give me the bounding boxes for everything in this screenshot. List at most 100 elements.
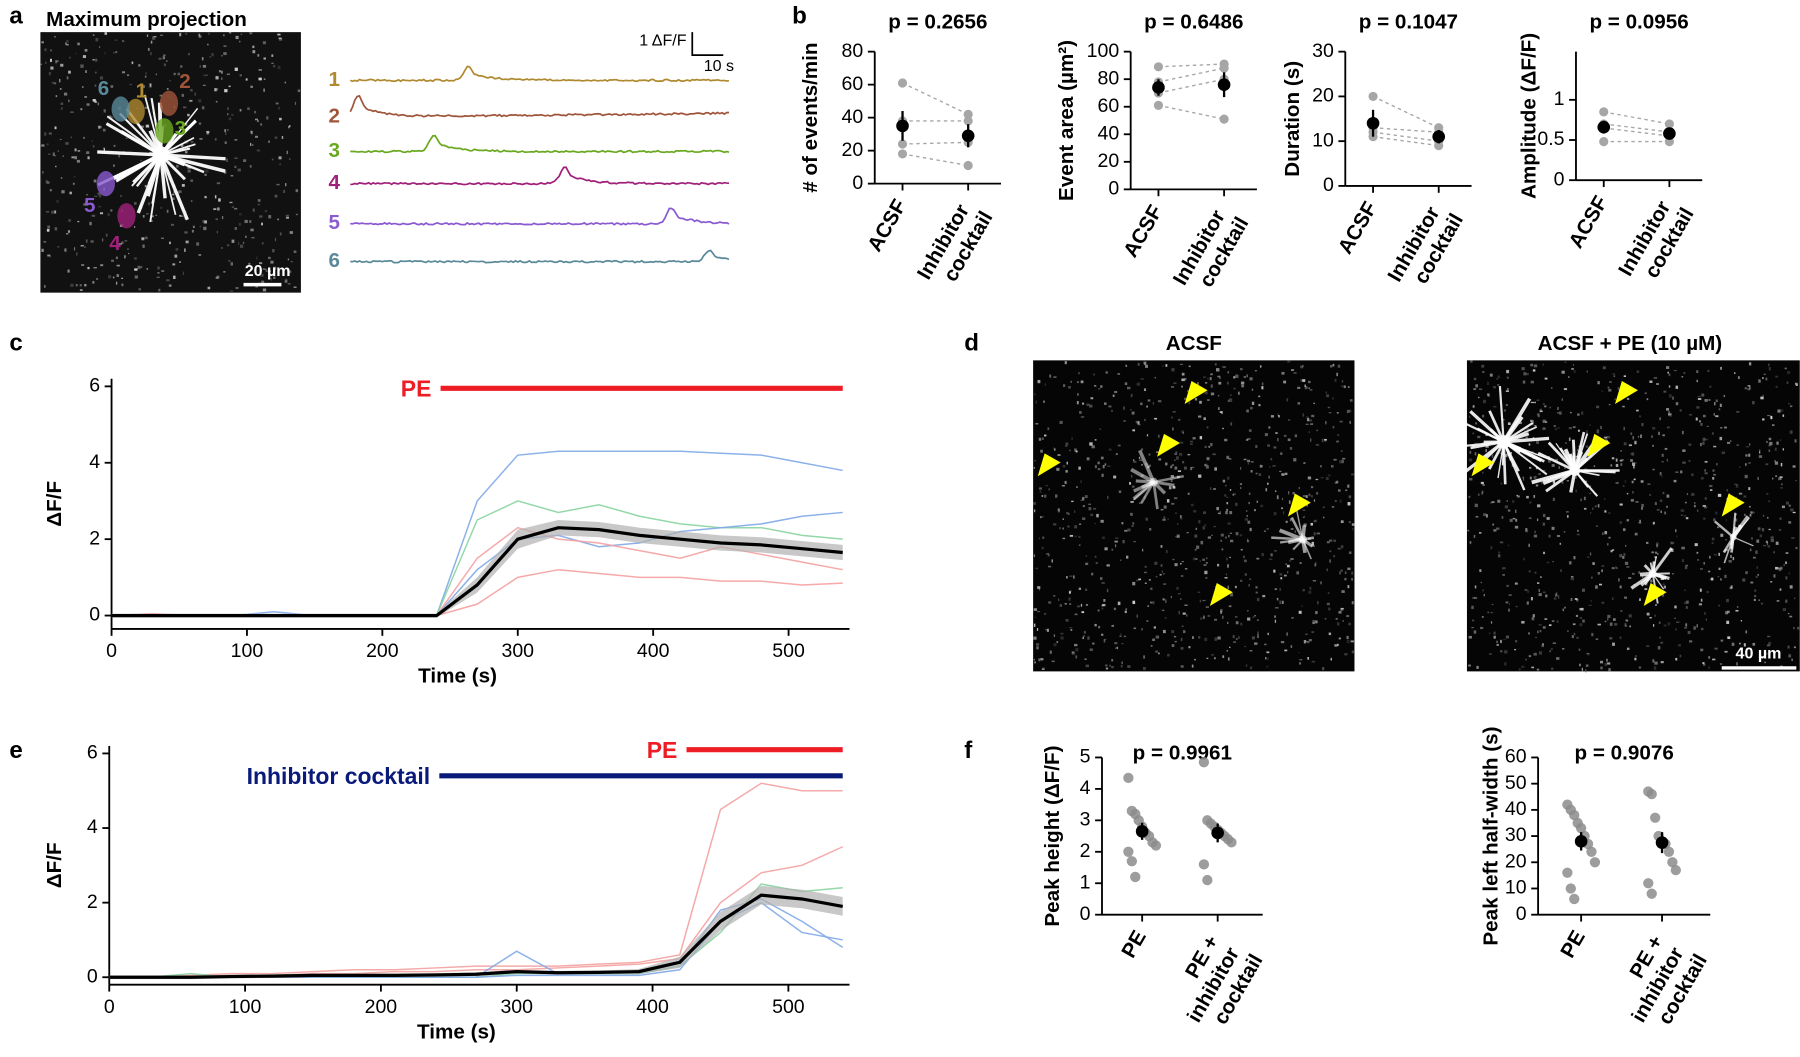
speck — [1137, 362, 1140, 366]
speck — [227, 244, 230, 247]
speck — [121, 40, 125, 43]
speck — [1529, 501, 1532, 504]
speck — [1482, 399, 1487, 404]
speck — [1536, 668, 1540, 671]
speck — [1780, 462, 1783, 467]
speck — [1743, 495, 1747, 498]
x-tick-label: PE + inhibitor cocktail — [1163, 927, 1268, 1039]
speck — [1220, 539, 1222, 542]
speck — [54, 227, 58, 231]
speck — [1487, 611, 1490, 614]
speck — [1628, 614, 1632, 618]
speck — [1607, 614, 1611, 619]
cell-process — [105, 122, 162, 157]
speck — [55, 165, 57, 168]
mean-line — [109, 893, 844, 979]
arrowhead — [1643, 583, 1667, 606]
speck — [1127, 528, 1131, 532]
speck — [1272, 465, 1276, 467]
cell-process — [1271, 536, 1303, 541]
speck — [1035, 567, 1039, 570]
speck — [1281, 507, 1284, 510]
speck — [1064, 602, 1067, 605]
speck — [1613, 375, 1616, 377]
speck — [1339, 571, 1341, 575]
speck — [1254, 509, 1256, 512]
speck — [1505, 390, 1509, 392]
speck — [1204, 524, 1207, 527]
speck — [95, 71, 97, 74]
speck — [1203, 511, 1207, 515]
speck — [1597, 623, 1601, 626]
speck — [1531, 420, 1534, 424]
speck — [1765, 463, 1769, 466]
speck — [1468, 458, 1473, 462]
speck — [287, 283, 291, 285]
speck — [94, 100, 97, 103]
speck — [1186, 614, 1188, 617]
chart-title: p = 0.1047 — [1359, 10, 1458, 33]
speck — [286, 216, 289, 219]
speck — [1615, 458, 1618, 462]
panel-label: b — [792, 3, 807, 30]
speck — [254, 110, 257, 114]
speck — [1053, 595, 1056, 597]
speck — [1794, 439, 1797, 443]
speck — [1256, 597, 1260, 602]
speck — [1163, 573, 1165, 575]
speck — [1102, 603, 1106, 607]
speck — [1225, 485, 1227, 487]
speck — [1682, 559, 1684, 563]
speck — [1244, 573, 1247, 576]
speck — [221, 247, 223, 249]
speck — [1726, 620, 1730, 624]
speck — [1268, 475, 1270, 479]
speck — [278, 37, 282, 40]
speck — [1104, 638, 1107, 641]
speck — [1187, 453, 1191, 456]
speck — [1604, 662, 1608, 666]
speck — [1305, 423, 1309, 425]
speck — [1115, 537, 1119, 539]
speck — [1197, 591, 1201, 593]
speck — [1782, 414, 1785, 417]
speck — [1158, 458, 1162, 461]
speck — [1059, 604, 1062, 607]
speck — [1615, 567, 1618, 570]
speck — [1670, 541, 1673, 545]
speck — [1493, 637, 1496, 639]
speck — [1211, 653, 1214, 656]
speck — [1675, 471, 1679, 473]
speck — [1064, 480, 1067, 484]
speck — [1076, 605, 1080, 608]
speck — [1074, 613, 1078, 616]
speck — [1176, 534, 1180, 538]
speck — [1060, 632, 1064, 635]
speck — [1065, 512, 1069, 514]
speck — [1572, 426, 1576, 429]
cell-process — [1153, 474, 1185, 484]
speck — [187, 169, 191, 173]
speck — [1035, 400, 1037, 404]
cell-process — [1537, 451, 1576, 472]
speck — [1203, 564, 1207, 566]
speck — [65, 42, 67, 46]
speck — [1055, 494, 1058, 498]
speck — [1228, 534, 1230, 538]
speck — [1291, 369, 1295, 371]
speck — [1542, 427, 1546, 430]
speck — [235, 35, 239, 40]
speck — [1534, 401, 1536, 404]
speck — [1324, 421, 1327, 425]
speck — [215, 76, 219, 80]
speck — [1780, 566, 1783, 570]
speck — [1340, 520, 1344, 524]
speck — [1192, 557, 1196, 561]
speck — [1115, 544, 1117, 548]
speck — [1085, 562, 1089, 566]
cell-process — [1502, 397, 1532, 443]
speck — [1174, 497, 1178, 500]
speck — [1522, 380, 1526, 384]
speck — [1599, 660, 1604, 664]
pair-line — [902, 153, 969, 167]
